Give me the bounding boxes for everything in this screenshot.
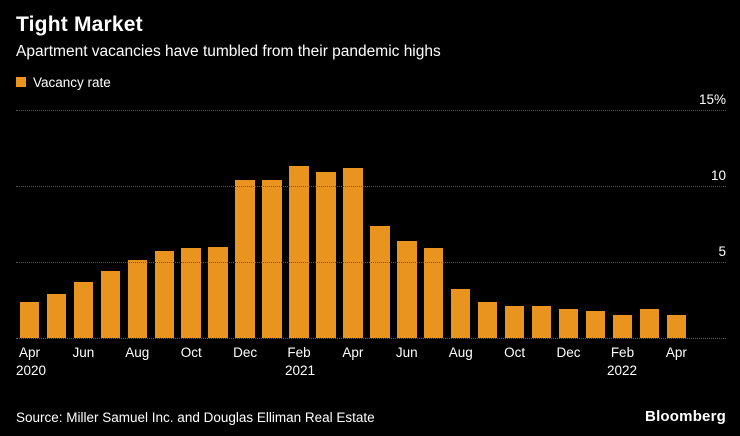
bar-feb-2021 xyxy=(289,166,309,338)
bar-slot xyxy=(43,110,70,338)
bar-slot xyxy=(97,110,124,338)
gridline xyxy=(16,110,726,111)
x-axis-tick: Oct xyxy=(504,345,526,360)
y-axis-tick: 10 xyxy=(710,167,726,183)
bar-mar-2022 xyxy=(639,309,660,338)
bar-oct-2021 xyxy=(504,306,525,338)
bar-slot xyxy=(636,110,663,338)
x-axis-tick: Apr xyxy=(665,345,687,360)
footer: Source: Miller Samuel Inc. and Douglas E… xyxy=(16,408,726,425)
x-axis-year: 2022 xyxy=(607,363,638,378)
bar-nov-2020 xyxy=(208,246,228,338)
x-axis-baseline xyxy=(16,338,726,339)
x-axis-months: Apr Jun Aug Oct Dec Feb Apr Jun Aug Oct Dec Feb Apr xyxy=(16,345,690,361)
x-axis-tick: Oct xyxy=(180,345,202,360)
x-axis-year: 2020 xyxy=(16,363,47,378)
bar-slot xyxy=(232,110,259,338)
x-axis-tick: Apr xyxy=(18,345,40,360)
bar-slot xyxy=(205,110,232,338)
bar-slot xyxy=(447,110,474,338)
legend-swatch-icon xyxy=(16,77,26,87)
bar-slot xyxy=(178,110,205,338)
bar-dec-2020 xyxy=(235,179,255,338)
bar-slot xyxy=(151,110,178,338)
chart-subtitle: Apartment vacancies have tumbled from th… xyxy=(16,43,441,60)
bar-slot xyxy=(286,110,313,338)
bar-slot xyxy=(609,110,636,338)
gridline xyxy=(16,261,726,263)
bar-jun-2020 xyxy=(73,281,94,338)
bar-jan-2021 xyxy=(262,179,282,338)
bar-apr-2020 xyxy=(19,301,40,338)
bar-slot xyxy=(501,110,528,338)
bar-slot xyxy=(312,110,339,338)
source-note: Source: Miller Samuel Inc. and Douglas E… xyxy=(16,410,375,425)
bar-slot xyxy=(366,110,393,338)
bloomberg-logo: Bloomberg xyxy=(645,408,726,425)
bar-slot xyxy=(582,110,609,338)
x-axis-tick: Apr xyxy=(342,345,364,360)
bar-may-2020 xyxy=(46,293,67,338)
x-axis-tick: Dec xyxy=(233,345,258,360)
bar-slot xyxy=(474,110,501,338)
x-axis-tick: Jun xyxy=(72,345,95,360)
y-axis-tick: 15% xyxy=(698,92,726,107)
bar-chart: 15% 10 5 xyxy=(16,90,726,339)
chart-title: Tight Market xyxy=(16,13,143,36)
x-axis-tick: Jun xyxy=(395,345,418,360)
bar-slot xyxy=(339,110,366,338)
bar-apr-2022 xyxy=(666,315,687,338)
bar-slot xyxy=(124,110,151,338)
bar-slot xyxy=(663,110,690,338)
bar-aug-2021 xyxy=(451,289,471,338)
bar-sep-2021 xyxy=(477,301,498,338)
bar-nov-2021 xyxy=(531,306,552,338)
bar-oct-2020 xyxy=(181,248,201,338)
bar-slot xyxy=(420,110,447,338)
x-axis-tick: Dec xyxy=(556,345,581,360)
bar-may-2021 xyxy=(370,225,390,338)
bar-slot xyxy=(16,110,43,338)
bars-container xyxy=(16,110,690,338)
legend: Vacancy rate xyxy=(16,74,726,90)
bar-jul-2020 xyxy=(100,271,121,338)
bar-slot xyxy=(555,110,582,338)
legend-label: Vacancy rate xyxy=(33,74,111,90)
bar-dec-2021 xyxy=(558,309,579,338)
bar-slot xyxy=(259,110,286,338)
bar-feb-2022 xyxy=(612,315,633,338)
x-axis-year: 2021 xyxy=(284,363,316,378)
gridline xyxy=(16,185,726,187)
x-axis-tick: Feb xyxy=(287,345,311,360)
bar-slot xyxy=(70,110,97,338)
bar-slot xyxy=(528,110,555,338)
x-axis-tick: Aug xyxy=(448,345,473,360)
plot-area: 15% 10 5 xyxy=(16,92,726,339)
bar-aug-2020 xyxy=(127,260,147,338)
x-axis-tick: Feb xyxy=(610,345,635,360)
bar-jan-2022 xyxy=(585,310,606,338)
bar-jun-2021 xyxy=(397,240,417,338)
x-axis-years: 2020 2021 2022 xyxy=(16,363,690,379)
bar-slot xyxy=(393,110,420,338)
x-axis-tick: Aug xyxy=(125,345,150,360)
y-axis-tick: 5 xyxy=(718,243,726,259)
bar-mar-2021 xyxy=(316,172,336,338)
bar-apr-2021 xyxy=(343,167,363,338)
bar-sep-2020 xyxy=(154,251,174,338)
bar-jul-2021 xyxy=(424,248,444,338)
